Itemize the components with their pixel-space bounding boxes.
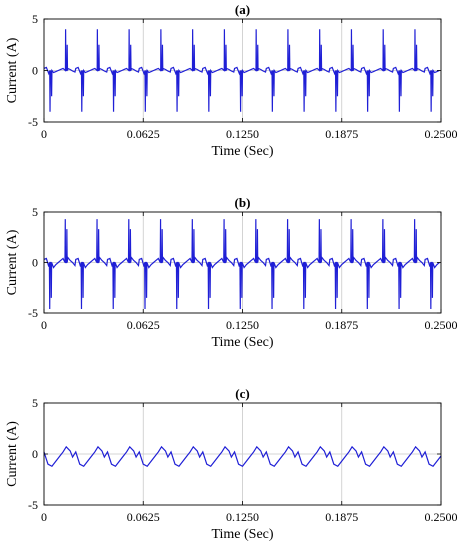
y-tick-label: -5 [28,306,38,320]
x-axis-title: Time (Sec) [211,144,273,159]
chart-panel-3: 0 0.0625 0.1250 0.1875 0.2500-505(c)Time (Se… [5,386,458,542]
x-tick-label: 0.2500 [425,510,458,524]
series-line [43,219,440,309]
y-tick-label: 0 [32,447,38,461]
x-tick-label: 0.2500 [425,318,458,332]
chart-panel-1: 0 0.0625 0.1250 0.1875 0.2500-505(a)Time (Se… [5,2,458,159]
chart-panel-2: 0 0.0625 0.1250 0.1875 0.2500-505(b)Time (Se… [5,195,458,350]
y-tick-label: 5 [32,396,38,410]
x-tick-label: 0 [41,510,47,524]
y-tick-label: -5 [28,115,38,129]
panel-title: (a) [235,2,250,17]
x-tick-label: 0.1250 [226,510,259,524]
y-axis-title: Current (A) [5,37,20,103]
x-axis-title: Time (Sec) [211,527,273,542]
x-tick-label: 0.1875 [325,510,358,524]
x-tick-label: 0 [41,318,47,332]
x-axis-title: Time (Sec) [211,335,273,350]
x-tick-label: 0.1875 [325,318,358,332]
series-line [43,445,442,468]
y-tick-label: 5 [32,205,38,219]
x-tick-label: 0.0625 [127,127,160,141]
y-tick-label: -5 [28,498,38,512]
x-tick-label: 0.0625 [127,318,160,332]
y-axis-title: Current (A) [5,421,20,487]
y-axis-title: Current (A) [5,229,20,295]
x-tick-label: 0.1250 [226,127,259,141]
series-line [43,29,440,112]
panel-title: (c) [235,386,249,401]
x-tick-label: 0.1250 [226,318,259,332]
panel-title: (b) [235,195,251,210]
x-tick-label: 0.2500 [425,127,458,141]
x-tick-label: 0 [41,127,47,141]
x-tick-label: 0.1875 [325,127,358,141]
y-tick-label: 5 [32,12,38,26]
x-tick-label: 0.0625 [127,510,160,524]
y-tick-label: 0 [32,64,38,78]
y-tick-label: 0 [32,256,38,270]
